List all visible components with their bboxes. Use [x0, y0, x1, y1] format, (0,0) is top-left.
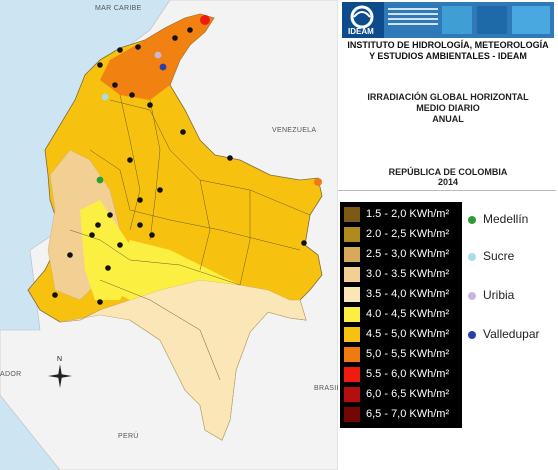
year-label: 2014	[437, 177, 459, 187]
city-name: Medellín	[483, 212, 529, 226]
city-name: Sucre	[483, 249, 515, 263]
label-peru: PERÚ	[118, 431, 139, 440]
legend-box: 1.5 - 2,0 KWh/m² 2.0 - 2,5 KWh/m² 2.5 - 3,…	[340, 202, 462, 428]
valledupar-marker	[159, 63, 167, 71]
label-brasil: BRASIL	[314, 385, 338, 392]
legend-swatch	[344, 407, 360, 422]
legend-row: 5,0 - 5,5 KWh/m²	[344, 345, 460, 363]
separator	[338, 190, 556, 191]
north-label: N	[57, 356, 62, 363]
legend-label: 2.5 - 3,0 KWh/m²	[366, 248, 450, 260]
legend-row: 2.0 - 2,5 KWh/m²	[344, 225, 460, 243]
city-dot-icon	[468, 216, 476, 224]
title-line-3: ANUAL	[432, 114, 464, 124]
legend-label: 2.0 - 2,5 KWh/m²	[366, 228, 450, 240]
north-arrow-icon: N	[48, 356, 72, 388]
legend-swatch	[344, 307, 360, 322]
pacific-yellow	[80, 200, 140, 300]
title-line-2: MEDIO DIARIO	[416, 103, 480, 113]
legend-swatch	[344, 227, 360, 242]
legend-swatch	[344, 387, 360, 402]
legend-row: 6,0 - 6,5 KWh/m²	[344, 385, 460, 403]
label-mar-caribe: MAR CARIBE	[95, 5, 142, 12]
east-hotspot	[314, 178, 322, 186]
region-label: REPÚBLICA DE COLOMBIA	[388, 167, 508, 177]
label-venezuela: VENEZUELA	[272, 127, 316, 134]
sucre-marker	[101, 93, 109, 101]
label-ecuador: ADOR	[0, 371, 21, 378]
city-name: Uribia	[483, 288, 515, 302]
legend-label: 4.5 - 5,0 KWh/m²	[366, 328, 450, 340]
city-dot-icon	[468, 253, 476, 261]
uribia-marker	[154, 51, 162, 59]
medellin-marker	[96, 176, 104, 184]
legend-swatch	[344, 267, 360, 282]
legend-swatch	[344, 327, 360, 342]
yellow-belt	[110, 240, 240, 300]
irradiation-map: MAR CARIBE VENEZUELA BRASIL PERÚ ADOR N	[0, 0, 338, 470]
legend-label: 5.5 - 6,0 KWh/m²	[366, 368, 450, 380]
legend-label: 6,0 - 6,5 KWh/m²	[366, 388, 450, 400]
station-dots	[52, 27, 307, 305]
legend-label: 6,5 - 7,0 KWh/m²	[366, 408, 450, 420]
legend-label: 3.0 - 3.5 KWh/m²	[366, 268, 450, 280]
institute-line-2: Y ESTUDIOS AMBIENTALES - IDEAM	[369, 51, 527, 61]
institute-line-1: INSTITUTO DE HIDROLOGÍA, METEOROLOGÍA	[347, 40, 549, 50]
legend-row: 5.5 - 6,0 KWh/m²	[344, 365, 460, 383]
legend-label: 3.5 - 4,0 KWh/m²	[366, 288, 450, 300]
title-line-1: IRRADIACIÓN GLOBAL HORIZONTAL	[367, 92, 529, 102]
legend-row: 3.5 - 4,0 KWh/m²	[344, 285, 460, 303]
city-dot-icon	[468, 292, 476, 300]
legend-swatch	[344, 247, 360, 262]
ideam-logo: IDEAM	[342, 2, 554, 38]
legend-row: 1.5 - 2,0 KWh/m²	[344, 205, 460, 223]
legend-swatch	[344, 367, 360, 382]
legend-row: 4.5 - 5,0 KWh/m²	[344, 325, 460, 343]
legend-swatch	[344, 287, 360, 302]
info-panel: IDEAM INSTITUTO DE HIDROLOGÍA, METEOROLO…	[338, 0, 558, 470]
legend-row: 4.0 - 4,5 KWh/m²	[344, 305, 460, 323]
logo-text: IDEAM	[348, 27, 374, 36]
department-borders	[69, 94, 311, 381]
city-dot-icon	[468, 331, 476, 339]
legend-label: 1.5 - 2,0 KWh/m²	[366, 208, 450, 220]
legend-row: 6,5 - 7,0 KWh/m²	[344, 405, 460, 423]
legend-swatch	[344, 207, 360, 222]
legend-swatch	[344, 347, 360, 362]
legend-row: 2.5 - 3,0 KWh/m²	[344, 245, 460, 263]
city-name: Valledupar	[483, 327, 540, 341]
legend-label: 5,0 - 5,5 KWh/m²	[366, 348, 450, 360]
legend-row: 3.0 - 3.5 KWh/m²	[344, 265, 460, 283]
legend-label: 4.0 - 4,5 KWh/m²	[366, 308, 450, 320]
guajira-hotspot	[200, 15, 210, 25]
